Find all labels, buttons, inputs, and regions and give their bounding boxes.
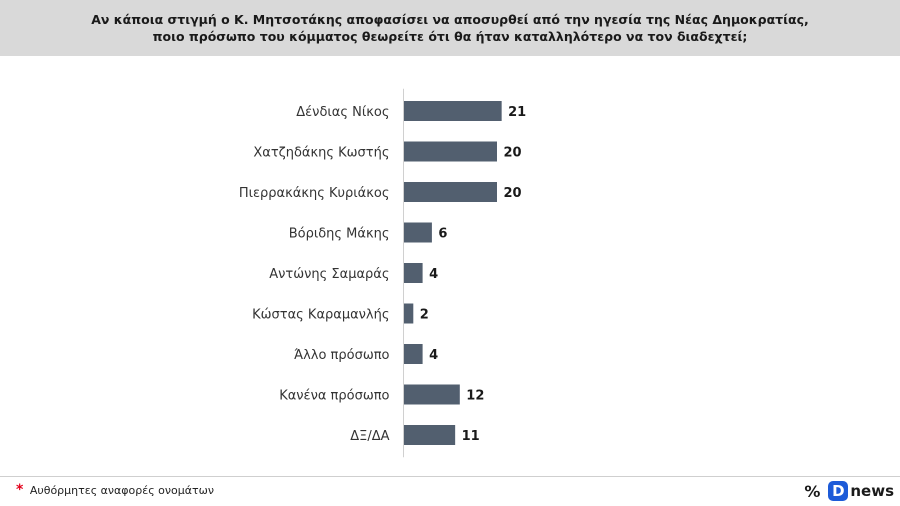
dnews-logo-icon: D <box>828 481 849 501</box>
category-label: Κανένα πρόσωπο <box>279 389 389 404</box>
bar <box>404 384 460 405</box>
percent-icon: % <box>804 481 821 501</box>
brand-logo: % D news <box>804 480 894 502</box>
chart-title-bar: Αν κάποια στιγμή ο Κ. Μητσοτάκης αποφασί… <box>0 0 900 56</box>
bar <box>404 222 432 243</box>
bar <box>404 182 497 202</box>
brand-name: news <box>850 482 894 500</box>
category-label: ΔΞ/ΔΑ <box>350 429 389 444</box>
category-label: Βόριδης Μάκης <box>289 227 390 242</box>
category-label: Αντώνης Σαμαράς <box>269 267 389 282</box>
data-label: 12 <box>466 389 484 404</box>
chart-title-line-2: ποιο πρόσωπο του κόμματος θεωρείτε ότι θ… <box>152 29 748 44</box>
bar <box>404 425 456 445</box>
bar <box>404 344 423 364</box>
footnote-text: Αυθόρμητες αναφορές ονομάτων <box>29 484 214 497</box>
data-label: 21 <box>508 105 526 120</box>
footnote-star: * <box>16 482 24 498</box>
bar-chart: Δένδιας Νίκος 21 Χατζηδάκης Κωστής 20 Πιερρα… <box>239 88 526 458</box>
category-label: Άλλο πρόσωπο <box>294 348 389 363</box>
bar <box>404 303 414 324</box>
chart-title-line-1: Αν κάποια στιγμή ο Κ. Μητσοτάκης αποφασί… <box>91 12 809 27</box>
data-label: 4 <box>429 267 438 282</box>
category-label: Πιερρακάκης Κυριάκος <box>239 186 390 201</box>
category-label: Χατζηδάκης Κωστής <box>253 146 389 161</box>
bar <box>404 101 502 121</box>
category-label: Δένδιας Νίκος <box>296 105 389 120</box>
bar <box>404 263 423 283</box>
category-label: Κώστας Καραμανλής <box>252 308 389 323</box>
data-label: 2 <box>420 308 429 323</box>
footer-divider <box>0 476 900 477</box>
bar <box>404 141 497 162</box>
data-label: 11 <box>462 429 480 444</box>
data-label: 6 <box>438 227 447 242</box>
footnote: * Αυθόρμητες αναφορές ονομάτων <box>16 482 214 498</box>
data-label: 4 <box>429 348 438 363</box>
data-label: 20 <box>504 146 522 161</box>
data-label: 20 <box>504 186 522 201</box>
